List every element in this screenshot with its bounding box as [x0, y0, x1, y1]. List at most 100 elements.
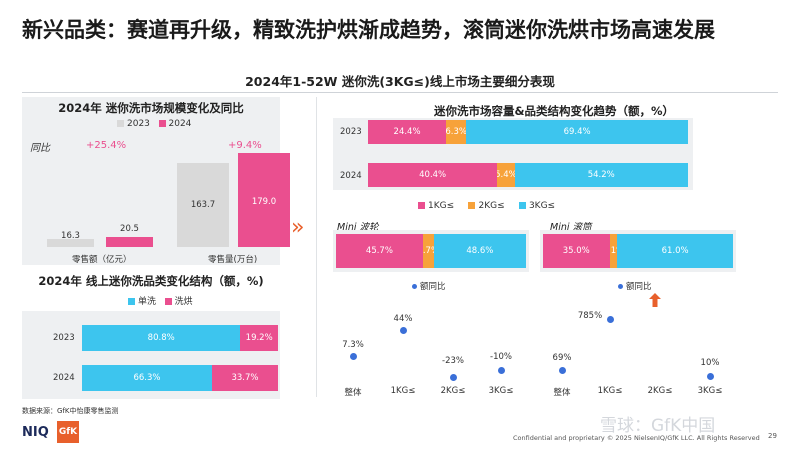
mini-drum-3kg: 61.0%	[617, 234, 733, 268]
trend-bar-2023: 24.4% 6.3% 69.4%	[368, 120, 688, 144]
page-title: 新兴品类：赛道再升级，精致洗护烘渐成趋势，滚筒迷你洗烘市场高速发展	[22, 18, 715, 42]
segment-washdry-2023: 19.2%	[240, 325, 278, 351]
segment-1kg-2023: 24.4%	[368, 120, 447, 144]
source-note: 数据来源：GfK中怡康零售监测	[22, 407, 119, 415]
axis-label-sales: 零售额（亿元）	[72, 255, 132, 265]
structure-legend: 单洗 洗烘	[128, 294, 193, 307]
drum-cat-1kg: 1KG≤	[597, 386, 623, 396]
segment-2kg-2023: 6.3%	[446, 120, 467, 144]
legend-swatch-2023	[117, 120, 124, 127]
legend-2023: 2023	[127, 119, 150, 129]
segment-wash-2024: 66.3%	[82, 365, 212, 391]
drum-dot-plot: 69% 785% 10% 整体 1KG≤ 2KG≤ 3KG≤	[540, 300, 740, 400]
market-size-panel: 2024年 迷你洗市场规模变化及同比 2023 2024 同比 +25.4% +…	[22, 97, 290, 265]
wave-val-3kg: -10%	[490, 352, 512, 362]
bar-volume-2024	[238, 153, 290, 247]
watermark: 雪球：GfK中国	[600, 416, 716, 436]
wave-val-total: 7.3%	[342, 340, 364, 350]
drum-val-1kg: 785%	[577, 311, 603, 321]
market-size-heading: 2024年 迷你洗市场规模变化及同比	[58, 101, 244, 115]
panel-divider	[316, 97, 317, 397]
market-size-legend: 2023 2024	[117, 119, 191, 129]
dot-legend-icon	[412, 284, 417, 289]
page-number: 29	[768, 432, 777, 440]
legend-wash: 单洗	[138, 297, 157, 307]
legend-swatch-2kg	[468, 202, 476, 209]
axis-label-volume: 零售量(万台)	[208, 255, 258, 265]
structure-bar-2023: 80.8% 19.2%	[82, 325, 278, 351]
wave-val-1kg: 44%	[393, 314, 413, 324]
segment-3kg-2023: 69.4%	[466, 120, 688, 144]
niq-logo: NIQ	[22, 425, 49, 440]
wave-cat-1kg: 1KG≤	[390, 386, 416, 396]
drum-dot-total	[559, 367, 566, 374]
bar-volume-2024-label: 179.0	[251, 197, 277, 207]
trend-year-2024: 2024	[340, 171, 362, 181]
bar-sales-2024-label: 20.5	[120, 224, 139, 234]
up-arrow-icon	[649, 292, 661, 311]
trend-year-2023: 2023	[340, 127, 362, 137]
trend-legend: 1KG≤ 2KG≤ 3KG≤	[418, 201, 555, 211]
dot-legend-icon	[618, 284, 623, 289]
segment-washdry-2024: 33.7%	[211, 365, 278, 391]
wave-cat-total: 整体	[344, 388, 362, 398]
legend-swatch-2024	[158, 120, 166, 127]
bar-sales-2023-label: 16.3	[61, 231, 80, 241]
segment-2kg-2024: 5.4%	[497, 163, 515, 187]
confidential-note: Confidential and proprietary © 2025 Niel…	[513, 434, 760, 442]
segment-3kg-2024: 54.2%	[514, 163, 688, 187]
structure-year-2023: 2023	[53, 333, 75, 343]
legend-swatch-1kg	[418, 202, 425, 209]
mini-drum-2kg: 4.1%	[609, 234, 618, 268]
wave-cat-3kg: 3KG≤	[488, 386, 514, 396]
yoy-sales-value: +25.4%	[86, 140, 127, 151]
drum-dot-3kg	[707, 373, 714, 380]
drum-val-total: 69%	[552, 353, 572, 363]
mini-wave-bar: 45.7% 5.7% 48.6%	[336, 234, 526, 268]
mini-wave-dot-legend: 额同比	[412, 280, 446, 292]
legend-3kg: 3KG≤	[528, 201, 556, 211]
wave-dot-total	[350, 353, 357, 360]
mini-drum-1kg: 35.0%	[543, 234, 610, 268]
mini-wave-legend-text: 额同比	[420, 282, 446, 292]
legend-swatch-wash	[128, 298, 135, 305]
bar-sales-2024	[106, 237, 153, 247]
mini-wave-2kg: 5.7%	[422, 234, 434, 268]
legend-2024: 2024	[168, 119, 192, 129]
legend-swatch-3kg	[518, 202, 526, 209]
wave-dot-1kg	[400, 327, 407, 334]
segment-wash-2023: 80.8%	[82, 325, 241, 351]
wave-dot-2kg	[450, 374, 457, 381]
legend-2kg: 2KG≤	[478, 201, 505, 211]
yoy-label: 同比	[30, 143, 50, 154]
drum-cat-total: 整体	[553, 388, 571, 398]
wave-val-2kg: -23%	[442, 356, 464, 366]
mini-wave-label: Mini 波轮	[337, 222, 379, 233]
bar-sales-2023	[47, 239, 94, 247]
structure-bar-2024: 66.3% 33.7%	[82, 365, 278, 391]
legend-washdry: 洗烘	[174, 297, 193, 307]
mini-drum-label: Mini 滚筒	[550, 222, 592, 233]
drum-dot-1kg	[607, 316, 614, 323]
legend-1kg: 1KG≤	[428, 201, 455, 211]
drum-cat-3kg: 3KG≤	[697, 386, 723, 396]
section-subtitle: 2024年1-52W 迷你洗(3KG≤)线上市场主要细分表现	[245, 74, 555, 89]
mini-drum-dot-legend: 额同比	[618, 280, 652, 292]
drum-val-3kg: 10%	[700, 358, 720, 368]
mini-drum-bar: 35.0% 4.1% 61.0%	[543, 234, 733, 268]
bar-volume-2023-label: 163.7	[190, 200, 216, 210]
chevron-right-icon: »	[291, 215, 305, 240]
yoy-volume-value: +9.4%	[228, 140, 262, 151]
gfk-logo: GfK	[57, 421, 79, 443]
mini-drum-legend-text: 额同比	[626, 282, 652, 292]
wave-dot-plot: 7.3% 44% -23% -10% 整体 1KG≤ 2KG≤ 3KG≤	[330, 300, 540, 400]
bar-volume-2023	[177, 163, 229, 247]
legend-swatch-washdry	[164, 298, 172, 305]
mini-wave-3kg: 48.6%	[433, 234, 526, 268]
drum-cat-2kg: 2KG≤	[647, 386, 673, 396]
structure-panel: 2023 80.8% 19.2% 2024 66.3% 33.7%	[22, 311, 280, 399]
structure-year-2024: 2024	[53, 373, 75, 383]
segment-1kg-2024: 40.4%	[368, 163, 498, 187]
trend-bar-2024: 40.4% 5.4% 54.2%	[368, 163, 688, 187]
mini-wave-1kg: 45.7%	[336, 234, 423, 268]
